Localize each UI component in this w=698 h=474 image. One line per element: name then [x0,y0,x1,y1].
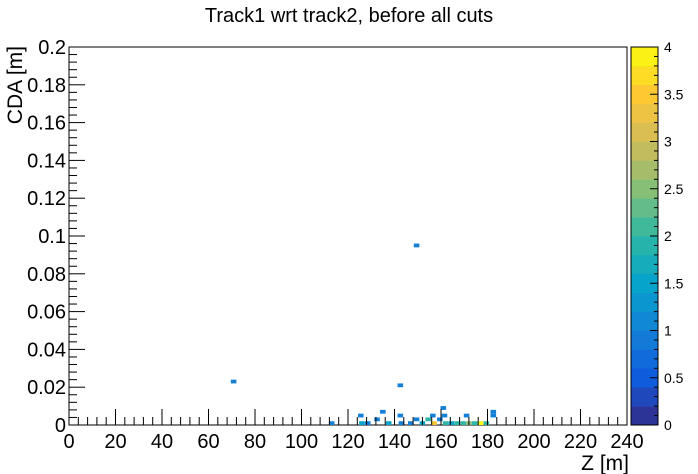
colorbar-segment [631,217,658,237]
colorbar-segment [631,103,658,123]
colorbar-tick-label: 0.5 [664,370,684,386]
y-tick-label: 0.04 [27,339,66,361]
plot-frame [68,46,628,426]
colorbar-tick-label: 1 [664,323,672,339]
colorbar-tick-label: 3.5 [664,86,684,102]
heatmap-bin [358,413,364,418]
colorbar-tick-label: 3 [664,134,672,150]
heatmap-bin [490,413,497,418]
colorbar-tick-label: 2 [664,228,672,244]
heatmap-bin [230,379,237,384]
colorbar-segment [631,179,658,199]
x-tick-label: 20 [104,431,126,453]
x-tick-label: 220 [564,431,597,453]
heatmap-bin [448,421,455,425]
heatmap-bin [398,421,405,425]
x-tick-label: 40 [151,431,173,453]
x-tick-label: 180 [471,431,504,453]
heatmap-bin [430,413,436,418]
colorbar-segment [631,198,658,218]
colorbar-tick-label: 2.5 [664,181,684,197]
heatmap-bin [380,409,386,414]
colorbar: 0 0.5 1 1.5 2 2.5 3 3.5 4 [630,39,684,433]
colorbar-segment [631,47,658,67]
y-tick-label: 0 [55,415,66,437]
colorbar-segment [631,387,658,407]
heatmap-bin [477,421,484,425]
heatmap-bin [385,421,392,425]
colorbar-segment [631,236,658,256]
x-axis: 0 20 40 60 80 100 120 140 160 180 200 220 240 [63,409,644,453]
x-tick-label: 100 [285,431,318,453]
heatmap-bin [413,243,420,248]
heatmap-bin [397,413,404,418]
colorbar-tick-label: 0 [664,417,672,433]
chart-title: Track1 wrt track2, before all cuts [205,5,493,27]
heatmap-bin [490,409,497,414]
y-tick-label: 0.02 [27,377,66,399]
x-tick-label: 140 [378,431,411,453]
colorbar-tick-label: 1.5 [664,275,684,291]
heatmap-bin [471,421,478,425]
y-tick-label: 0.08 [27,264,66,286]
y-axis-label: CDA [m] [4,46,27,124]
x-tick-label: 60 [197,431,219,453]
heatmap-bin [397,383,404,388]
colorbar-segment [631,160,658,180]
y-tick-label: 0.12 [27,188,66,210]
x-tick-label: 80 [244,431,266,453]
y-tick-label: 0.14 [27,150,66,172]
heatmap-bin [413,417,420,422]
colorbar-segment [631,65,658,86]
x-axis-label: Z [m] [581,452,629,474]
heatmap-bin [359,421,365,425]
heatmap-bin [440,406,447,410]
colorbar-segment [631,292,658,312]
y-tick-label: 0.2 [38,37,66,59]
y-tick-label: 0.1 [38,226,66,248]
colorbar-segment [631,368,658,388]
heatmap-bin [442,421,449,425]
colorbar-segment [631,254,658,275]
heatmap-bin [431,421,437,425]
heatmap-bin [374,417,380,422]
x-tick-label: 200 [517,431,550,453]
y-tick-label: 0.06 [27,302,66,324]
heatmap-bin [460,421,466,425]
colorbar-segment [631,311,658,331]
y-tick-label: 0.16 [27,113,66,135]
heatmap-bins [230,243,497,425]
y-tick-label: 0.18 [27,75,66,97]
colorbar-tick-label: 4 [664,39,672,55]
heatmap-bin [441,413,448,418]
colorbar-segment [631,122,658,142]
colorbar-segment [631,330,658,350]
colorbar-segment [631,84,658,104]
heatmap-bin [463,413,470,418]
heatmap-bin [483,421,490,425]
x-tick-label: 120 [331,431,364,453]
x-tick-label: 0 [63,431,74,453]
colorbar-segment [631,273,658,293]
heatmap-bin [454,421,461,425]
colorbar-segment [631,141,658,161]
heatmap-bin [364,421,371,425]
heatmap-bin [437,417,443,422]
colorbar-segment [631,406,658,426]
heatmap-bin [407,421,414,425]
x-tick-label: 240 [610,431,643,453]
y-axis: 0 0.02 0.04 0.06 0.08 0.1 0.12 0.14 0.16 0.18 0.2 [27,37,85,437]
heatmap-bin [425,417,431,422]
x-tick-label: 160 [424,431,457,453]
heatmap-bin [328,421,335,425]
colorbar-segment [631,349,658,369]
